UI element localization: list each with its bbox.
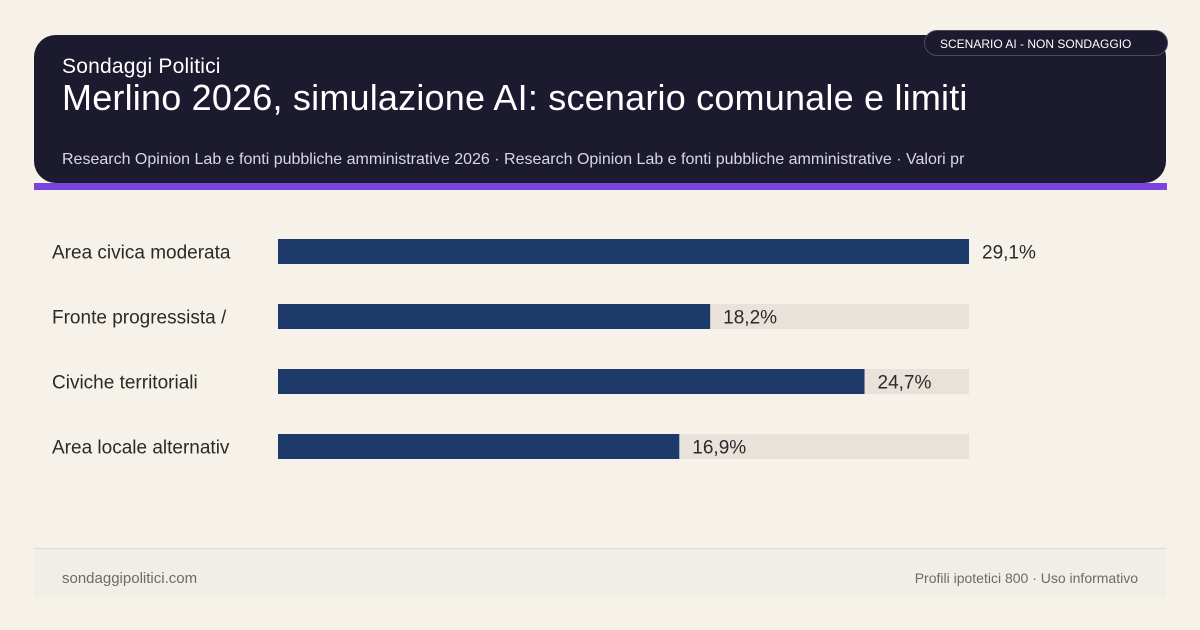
category-label: Civiche territoriali: [52, 373, 198, 394]
category-label: Area civica moderata: [52, 243, 231, 264]
bar: [278, 239, 969, 264]
value-label: 24,7%: [878, 373, 932, 394]
header-banner: Sondaggi Politici Merlino 2026, simulazi…: [34, 35, 1166, 183]
footer-note: Profili ipotetici 800 · Uso informativo: [914, 570, 1138, 586]
category-label: Area locale alternativ: [52, 438, 230, 459]
page-title: Merlino 2026, simulazione AI: scenario c…: [62, 77, 968, 118]
value-label: 16,9%: [692, 438, 746, 459]
value-label: 29,1%: [982, 243, 1036, 264]
category-label: Fronte progressista /: [52, 308, 227, 329]
bar: [278, 434, 680, 459]
value-label: 18,2%: [723, 308, 777, 329]
scenario-badge: SCENARIO AI - NON SONDAGGIO: [924, 30, 1168, 56]
bar: [278, 304, 711, 329]
header-accent-bar: [34, 183, 1167, 190]
bar: [278, 369, 865, 394]
footer: sondaggipolitici.com Profili ipotetici 8…: [34, 548, 1166, 597]
footer-site: sondaggipolitici.com: [62, 570, 198, 587]
source-subtitle: Research Opinion Lab e fonti pubbliche a…: [62, 151, 965, 168]
brand-name: Sondaggi Politici: [62, 55, 221, 78]
